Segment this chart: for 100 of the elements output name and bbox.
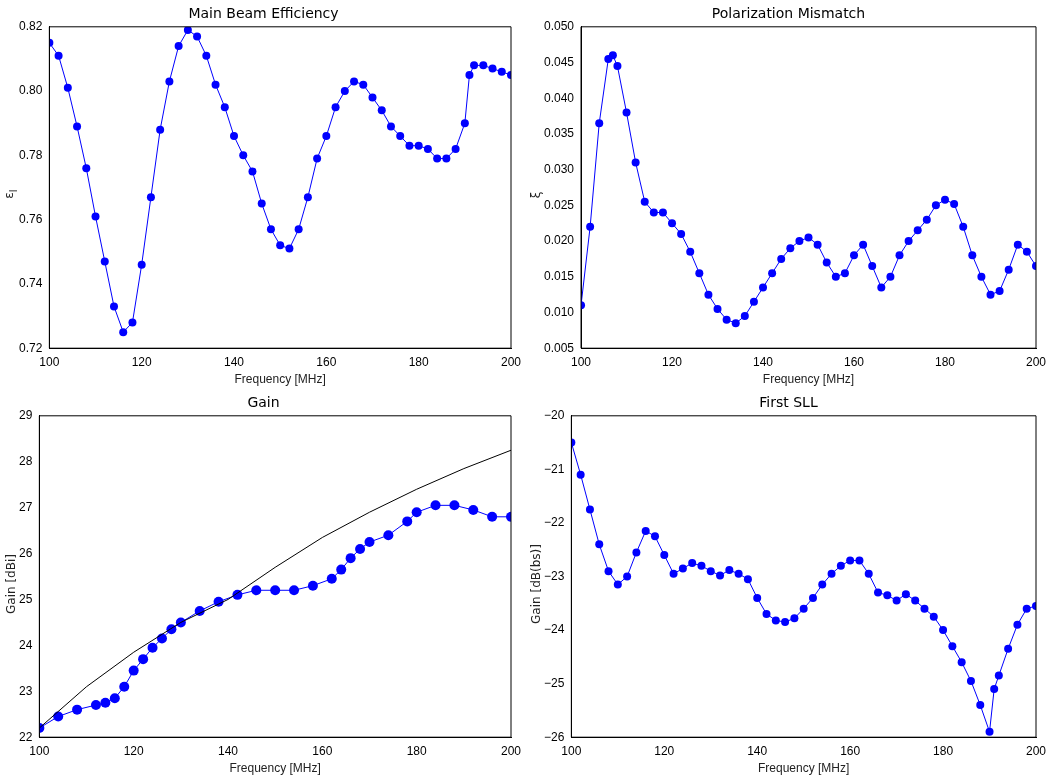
- y-tick-label: 0.82: [19, 19, 43, 34]
- point: [608, 51, 617, 60]
- point: [660, 551, 669, 560]
- point: [790, 614, 799, 623]
- point: [966, 676, 975, 685]
- point: [722, 315, 731, 324]
- point: [336, 564, 347, 575]
- point: [73, 122, 82, 131]
- point: [695, 269, 704, 278]
- chart-title: Gain: [247, 394, 280, 411]
- point: [939, 626, 948, 635]
- point: [743, 575, 752, 584]
- point: [650, 532, 659, 541]
- point: [781, 618, 790, 627]
- x-axis-title: Frequency [MHz]: [234, 372, 326, 387]
- x-tick-label: 100: [561, 743, 582, 758]
- x-tick-label: 160: [316, 354, 337, 369]
- y-tick-label: 24: [18, 637, 33, 652]
- point: [355, 543, 366, 554]
- point: [941, 195, 950, 204]
- y-tick-label: 0.74: [19, 276, 43, 291]
- y-tick-label: −22: [544, 515, 565, 530]
- x-tick-label: 200: [500, 743, 522, 758]
- y-tick-label: 0.010: [544, 304, 575, 319]
- point: [725, 566, 734, 575]
- x-tick-label: 180: [406, 743, 427, 758]
- point: [137, 260, 146, 269]
- y-axis-title: Gain [dB(bs)]: [529, 543, 544, 624]
- point: [771, 616, 780, 625]
- y-axis-title: ξ: [528, 191, 543, 198]
- point: [383, 530, 394, 541]
- point: [886, 272, 895, 281]
- point: [100, 257, 109, 266]
- point: [460, 119, 469, 128]
- point: [147, 642, 158, 653]
- point: [827, 569, 836, 578]
- x-tick-label: 140: [753, 354, 774, 369]
- point: [959, 222, 968, 231]
- point: [977, 272, 986, 281]
- point: [686, 247, 695, 256]
- point: [768, 269, 777, 278]
- point: [995, 287, 1004, 296]
- y-tick-label: 0.025: [544, 197, 575, 212]
- point: [251, 585, 262, 596]
- point: [386, 122, 395, 131]
- point: [468, 504, 479, 515]
- point: [285, 244, 294, 253]
- point: [451, 144, 460, 153]
- point: [128, 318, 137, 327]
- x-tick-label: 180: [934, 354, 956, 369]
- point: [799, 604, 808, 613]
- x-tick-label: 140: [747, 743, 768, 758]
- x-tick-label: 100: [571, 354, 592, 369]
- point: [613, 580, 622, 589]
- point: [669, 569, 678, 578]
- point: [1022, 247, 1031, 256]
- y-tick-label: −24: [544, 622, 565, 637]
- point: [948, 642, 957, 651]
- point: [119, 681, 130, 692]
- point: [822, 258, 831, 267]
- x-tick-label: 160: [840, 743, 861, 758]
- point: [911, 596, 920, 605]
- point: [322, 132, 331, 141]
- point: [82, 164, 91, 173]
- point: [442, 154, 451, 163]
- point: [640, 197, 649, 206]
- point: [63, 83, 72, 92]
- point: [740, 312, 749, 321]
- y-tick-label: 26: [18, 545, 33, 560]
- y-tick-label: 0.030: [544, 161, 575, 176]
- point: [585, 505, 594, 514]
- point: [340, 87, 349, 96]
- point: [734, 569, 743, 578]
- y-tick-label: −26: [544, 729, 565, 744]
- point: [109, 302, 118, 311]
- y-tick-label: −21: [544, 461, 565, 476]
- y-tick-label: 0.045: [544, 54, 575, 69]
- point: [276, 241, 285, 250]
- point: [892, 596, 901, 605]
- point: [716, 571, 725, 580]
- point: [488, 64, 497, 73]
- x-tick-label: 120: [123, 743, 145, 758]
- point: [731, 319, 740, 328]
- point: [868, 262, 877, 271]
- point: [795, 237, 804, 246]
- x-axis-title: Frequency [MHz]: [229, 761, 321, 776]
- point: [913, 226, 922, 235]
- point: [759, 283, 768, 292]
- x-tick-label: 180: [408, 354, 429, 369]
- point: [688, 559, 697, 568]
- point: [313, 154, 322, 163]
- point: [402, 516, 413, 527]
- point: [487, 511, 498, 522]
- point: [786, 244, 795, 253]
- point: [303, 193, 312, 202]
- y-tick-label: 0.005: [544, 340, 575, 355]
- point: [368, 93, 377, 102]
- point: [430, 500, 441, 511]
- point: [54, 51, 63, 60]
- point: [762, 610, 771, 618]
